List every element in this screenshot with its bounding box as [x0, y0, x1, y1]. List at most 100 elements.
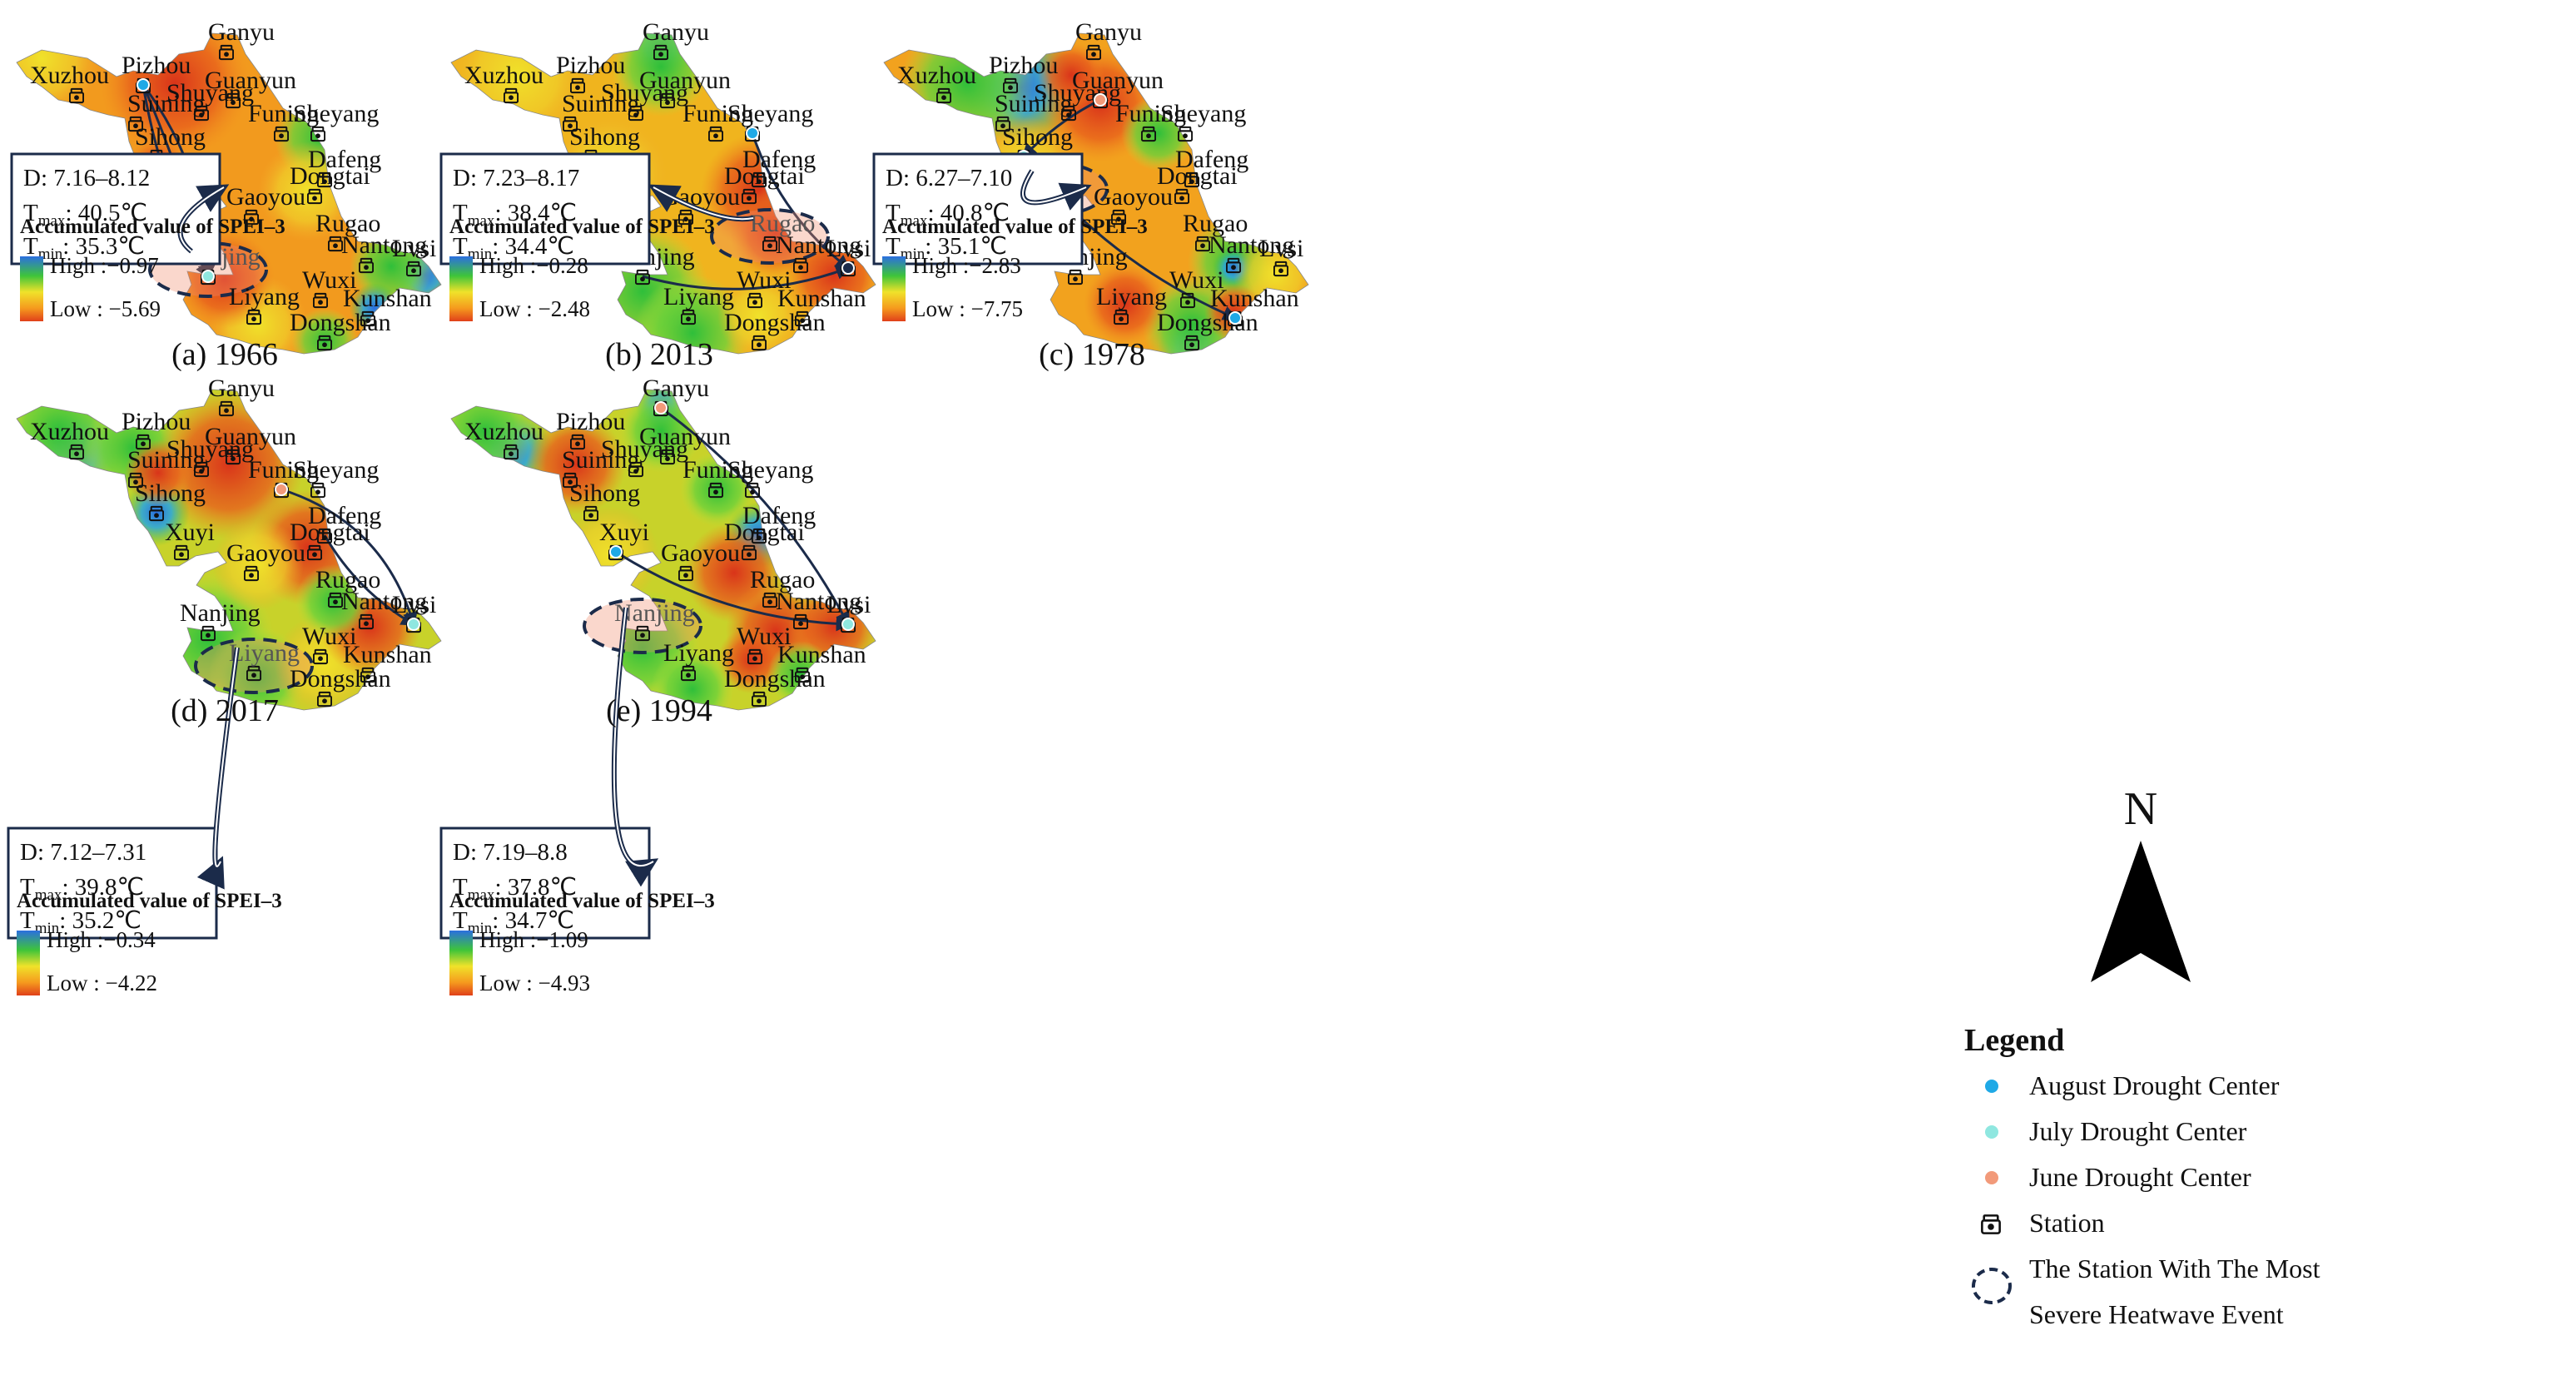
- event-tmax: Tmax: 37.8℃: [453, 874, 577, 904]
- panel-caption: (a) 1966: [171, 337, 278, 372]
- station-label-rugao: Rugao: [315, 210, 380, 237]
- legend-label: Station: [2029, 1208, 2105, 1238]
- station-label-suining: Suining: [127, 446, 205, 474]
- station-label-shuyang: Shuyang: [1034, 79, 1121, 107]
- scale-ramp: [882, 256, 906, 321]
- legend-label-2: Severe Heatwave Event: [2029, 1299, 2284, 1329]
- map-panel-0: Ganyu Pizhou Xuzhou GuanyunSuiningShuyangFu…: [10, 18, 442, 372]
- legend-label: August Drought Center: [2029, 1070, 2280, 1100]
- station-label-nantong: Nantong: [341, 588, 427, 615]
- station-label-sheyang: Sheyang: [1160, 100, 1246, 127]
- north-arrow-icon: [2091, 841, 2191, 982]
- station-label-pizhou: Pizhou: [122, 408, 191, 435]
- province-outline: [450, 389, 876, 711]
- station-label-guanyun: Guanyun: [639, 423, 731, 450]
- north-label: N: [2124, 783, 2157, 835]
- station-label-suining: Suining: [995, 90, 1072, 117]
- scale-ramp: [449, 256, 473, 321]
- event-tmin: Tmin: 35.3℃: [23, 233, 145, 263]
- station-label-ganyu: Ganyu: [643, 18, 709, 46]
- station-label-pizhou: Pizhou: [122, 52, 191, 79]
- station-label-ganyu: Ganyu: [208, 375, 275, 402]
- station-label-liyang: Liyang: [663, 283, 734, 310]
- station-label-kunshan: Kunshan: [343, 285, 432, 312]
- spei-scale: Accumulated value of SPEI–3 High :−0.28 Lo…: [449, 216, 715, 321]
- station-label-rugao: Rugao: [750, 566, 815, 593]
- station-label-sheyang: Sheyang: [293, 456, 379, 484]
- station-label-funing: Funing: [248, 100, 319, 127]
- station-label-gaoyou: Gaoyou: [1094, 183, 1173, 211]
- station-label-xuzhou: Xuzhou: [464, 62, 543, 89]
- drought-center-icon: [654, 401, 668, 415]
- drought-track: [615, 550, 851, 632]
- station-label-dongshan: Dongshan: [290, 665, 391, 693]
- station-label-xuzhou: Xuzhou: [464, 418, 543, 445]
- station-label-nantong: Nantong: [1209, 231, 1294, 259]
- legend-title: Legend: [1964, 1023, 2064, 1058]
- station-label-wuxi: Wuxi: [737, 266, 791, 294]
- station-label-liyang: Liyang: [229, 639, 300, 667]
- panel-caption: (b) 2013: [605, 337, 713, 372]
- legend-item-august-center: August Drought Center: [1985, 1070, 2280, 1100]
- drought-track: [280, 488, 418, 628]
- station-label-xuzhou: Xuzhou: [30, 418, 109, 445]
- station-label-sheyang: Sheyang: [727, 456, 813, 484]
- station-label-wuxi: Wuxi: [302, 623, 356, 650]
- station-label-wuxi: Wuxi: [302, 266, 356, 294]
- legend-label: July Drought Center: [2029, 1116, 2247, 1146]
- event-tmax: Tmax: 39.8℃: [20, 874, 144, 904]
- station-label-dongshan: Dongshan: [724, 665, 826, 693]
- drought-center-icon: [1228, 311, 1242, 325]
- drought-center-icon: [201, 270, 215, 283]
- station-label-lvsi: Lvsi: [392, 235, 436, 262]
- station-label-liyang: Liyang: [663, 639, 734, 667]
- station-label-dongtai: Dongtai: [724, 162, 805, 190]
- station-label-wuxi: Wuxi: [737, 623, 791, 650]
- station-label-guanyun: Guanyun: [639, 67, 731, 94]
- drought-center-icon: [746, 127, 759, 140]
- station-label-kunshan: Kunshan: [1210, 285, 1299, 312]
- station-label-suining: Suining: [127, 90, 205, 117]
- drought-center-icon: [407, 618, 420, 631]
- scale-high: High :−2.83: [912, 253, 1021, 278]
- station-label-guanyun: Guanyun: [205, 67, 296, 94]
- drought-track: [660, 406, 850, 628]
- map-panel-1: Ganyu Pizhou Xuzhou GuanyunSuiningShuyangFu…: [439, 18, 876, 372]
- station-label-nanjing: Nanjing: [180, 599, 261, 627]
- station-label-xuzhou: Xuzhou: [30, 62, 109, 89]
- legend-item-june-center: June Drought Center: [1985, 1162, 2251, 1192]
- dot-icon: [1985, 1171, 1998, 1184]
- station-label-dongshan: Dongshan: [724, 309, 826, 336]
- station-icon: [1981, 1214, 2001, 1234]
- station-label-lvsi: Lvsi: [826, 591, 871, 618]
- legend-item-july-center: July Drought Center: [1985, 1116, 2247, 1146]
- map-panel-3: Ganyu Pizhou Xuzhou GuanyunSuiningShuyangFu…: [7, 375, 442, 995]
- spei-scale: Accumulated value of SPEI–3 High :−0.97 Lo…: [20, 216, 285, 321]
- station-label-xuzhou: Xuzhou: [897, 62, 976, 89]
- station-label-shuyang: Shuyang: [166, 79, 254, 107]
- station-label-funing: Funing: [248, 456, 319, 484]
- legend-item-heatwave-ellipse: The Station With The Most Severe Heatwave…: [1972, 1254, 2320, 1329]
- station-label-shuyang: Shuyang: [166, 435, 254, 463]
- scale-ramp: [17, 931, 40, 995]
- station-label-dafeng: Dafeng: [1175, 146, 1248, 173]
- panel-caption: (d) 2017: [171, 693, 279, 728]
- province-outline: [16, 389, 442, 711]
- station-label-lvsi: Lvsi: [392, 591, 436, 618]
- station-label-ganyu: Ganyu: [208, 18, 275, 46]
- station-label-dongtai: Dongtai: [724, 519, 805, 546]
- scale-high: High :−1.09: [479, 927, 588, 952]
- station-label-xuyi: Xuyi: [165, 519, 215, 546]
- station-label-sihong: Sihong: [1002, 123, 1073, 151]
- event-duration: D: 6.27–7.10: [886, 165, 1012, 191]
- drought-center-icon: [841, 618, 855, 631]
- station-label-guanyun: Guanyun: [205, 423, 296, 450]
- event-tmax: Tmax: 40.5℃: [23, 200, 147, 230]
- drought-track: [751, 132, 851, 271]
- event-tmax: Tmax: 40.8℃: [886, 200, 1010, 230]
- station-label-rugao: Rugao: [315, 566, 380, 593]
- event-tmin: Tmin: 34.7℃: [453, 907, 574, 937]
- drought-track: [1021, 98, 1101, 159]
